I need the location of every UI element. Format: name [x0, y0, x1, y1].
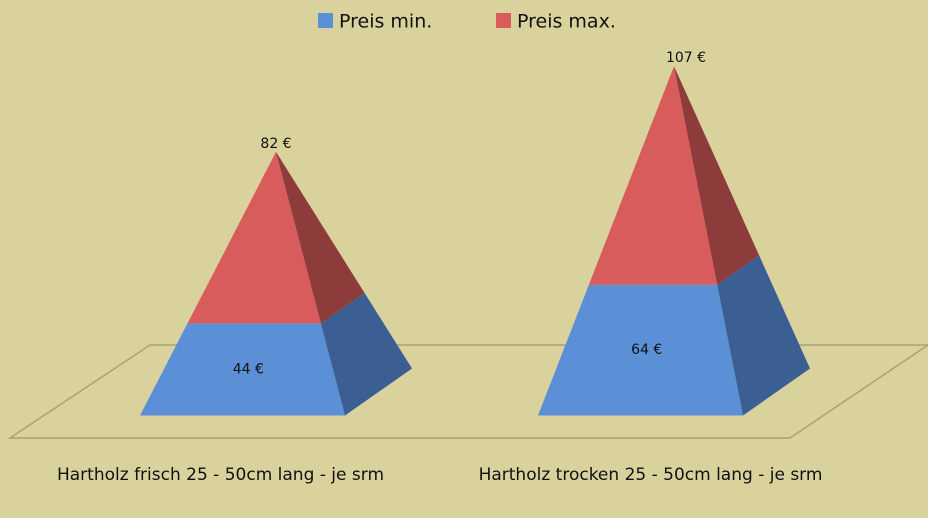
- pyramid-front: [140, 323, 345, 416]
- pyramid-side: [276, 151, 365, 324]
- floor: [7, 344, 928, 439]
- x-tick-label: Hartholz frisch 25 - 50cm lang - je srm: [56, 465, 385, 485]
- x-tick-label: Hartholz trocken 25 - 50cm lang - je srm: [478, 465, 823, 485]
- legend-swatch: [496, 13, 511, 28]
- data-label: 44 €: [233, 361, 264, 377]
- pyramid-side: [674, 66, 760, 285]
- pyramid-side: [717, 255, 810, 416]
- data-label: 82 €: [260, 136, 291, 152]
- legend-swatch: [318, 13, 333, 28]
- legend-label: Preis min.: [339, 11, 432, 33]
- data-label: 64 €: [631, 342, 662, 358]
- legend-label: Preis max.: [517, 11, 616, 33]
- pyramid-front: [538, 284, 743, 416]
- pyramid-side: [320, 292, 412, 416]
- data-label: 107 €: [666, 50, 706, 66]
- pyramid-front: [187, 151, 321, 324]
- pyramid-front: [588, 66, 718, 285]
